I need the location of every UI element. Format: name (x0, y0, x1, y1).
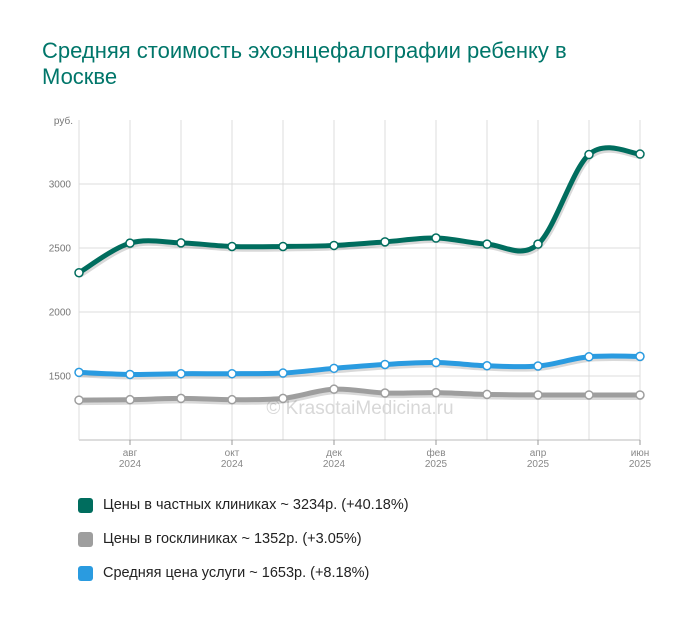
x-tick-label-year: 2024 (119, 459, 142, 470)
x-tick-label-year: 2024 (323, 459, 346, 470)
data-point-private (74, 267, 84, 278)
data-point-average (74, 367, 84, 378)
legend-item-private[interactable]: Цены в частных клиниках ~ 3234р. (+40.18… (78, 488, 409, 522)
legend-label-private: Цены в частных клиниках ~ 3234р. (+40.18… (103, 497, 409, 513)
data-point-average (431, 357, 441, 368)
x-tick-label-month: апр (530, 448, 547, 459)
data-point-private (227, 241, 237, 252)
y-axis-unit-label: руб. (54, 115, 73, 127)
data-point-average (533, 361, 543, 371)
data-point-public (482, 389, 492, 400)
data-point-public (329, 384, 339, 394)
x-tick-label-month: окт (225, 448, 240, 459)
series-line-private (76, 145, 643, 276)
legend-swatch-public (78, 531, 93, 547)
legend-label-average: Средняя цена услуги ~ 1653р. (+8.18%) (103, 565, 370, 581)
chart-title: Средняя стоимость эхоэнцефалографии ребе… (42, 38, 567, 89)
data-point-average (227, 368, 237, 379)
line-chart: © KrasotaiMedicina.ru руб.15002000250030… (49, 115, 652, 470)
data-point-private (635, 149, 645, 159)
data-point-average (329, 363, 339, 374)
data-point-public (125, 394, 135, 405)
data-point-private (380, 237, 390, 247)
data-point-private (176, 238, 186, 248)
x-tick-label-year: 2025 (425, 459, 448, 470)
axes: руб.1500200025003000авг2024окт2024дек202… (49, 115, 652, 470)
data-point-private (278, 241, 288, 252)
legend-swatch-private (78, 497, 93, 513)
data-point-private (329, 240, 339, 251)
data-point-public (227, 394, 237, 405)
data-point-private (533, 239, 543, 249)
series-layer (74, 145, 645, 406)
legend-item-average[interactable]: Средняя цена услуги ~ 1653р. (+8.18%) (78, 556, 409, 590)
x-tick-label-month: фев (426, 447, 445, 459)
y-tick-label: 3000 (49, 180, 72, 191)
y-tick-label: 2000 (49, 308, 72, 319)
data-point-public (278, 393, 288, 404)
data-point-average (635, 351, 645, 362)
data-point-average (584, 352, 594, 362)
data-point-public (635, 390, 645, 400)
legend-item-public[interactable]: Цены в госклиниках ~ 1352р. (+3.05%) (78, 522, 409, 556)
data-point-public (584, 390, 594, 400)
data-point-public (533, 390, 543, 400)
legend-swatch-average (78, 565, 93, 581)
data-point-public (431, 387, 441, 398)
data-point-average (278, 368, 288, 378)
data-point-average (380, 359, 390, 370)
data-point-public (176, 393, 186, 404)
legend: Цены в частных клиниках ~ 3234р. (+40.18… (78, 488, 409, 590)
y-tick-label: 1500 (49, 372, 72, 383)
x-tick-label-month: дек (326, 448, 342, 459)
data-point-private (125, 238, 135, 248)
x-tick-label-year: 2024 (221, 459, 244, 470)
data-point-public (74, 395, 84, 405)
x-tick-label-month: июн (631, 448, 650, 459)
data-point-private (482, 239, 492, 249)
data-point-private (431, 233, 441, 243)
x-tick-label-month: авг (123, 448, 138, 459)
data-point-average (125, 369, 135, 380)
data-point-public (380, 388, 390, 398)
watermark: © KrasotaiMedicina.ru (266, 398, 453, 419)
series-line-average (76, 353, 643, 377)
x-tick-label-year: 2025 (527, 459, 550, 470)
legend-label-public: Цены в госклиниках ~ 1352р. (+3.05%) (103, 531, 362, 547)
data-point-private (584, 149, 594, 160)
data-point-average (482, 361, 492, 371)
data-point-average (176, 368, 186, 379)
y-tick-label: 2500 (49, 244, 72, 255)
x-tick-label-year: 2025 (629, 459, 652, 470)
